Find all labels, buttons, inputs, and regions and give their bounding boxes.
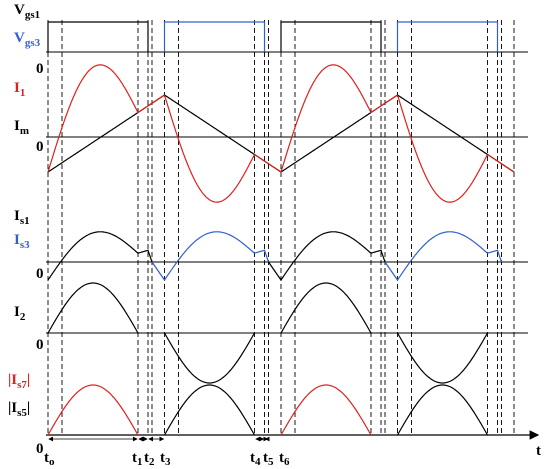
i2-wave (396, 332, 489, 384)
label-sub: s7 (17, 379, 27, 391)
time-label: t6 (279, 450, 290, 468)
label-main: V (14, 2, 25, 18)
time-sub: 1 (137, 456, 143, 468)
label-main: |I (8, 400, 17, 416)
is5-wave (163, 384, 256, 436)
i2-wave (280, 282, 372, 334)
label-main: I (14, 304, 20, 320)
time-label: t1 (132, 450, 143, 468)
signal-label: Vgs1 (14, 2, 40, 21)
signal-label: |Is7| (8, 372, 30, 391)
time-axis-label: t (536, 443, 541, 459)
time-main: t (44, 450, 49, 466)
time-sub: 4 (255, 456, 261, 468)
signal-label: Vgs3 (14, 30, 41, 49)
time-sub: 2 (149, 456, 155, 468)
signal-label: I1 (14, 80, 25, 99)
signal-label: Is3 (14, 232, 30, 251)
time-main: t (160, 450, 165, 466)
label-tail: | (27, 372, 30, 388)
signal-label: |Is5| (8, 400, 30, 419)
signal-label: Im (14, 118, 29, 137)
vgs1-pulse (47, 21, 382, 52)
label-main: |I (8, 372, 17, 388)
label-main: V (14, 30, 25, 46)
label-main: I (14, 232, 20, 248)
time-sub: 6 (284, 456, 290, 468)
zero-label: 0 (36, 61, 44, 77)
label-sub: gs3 (25, 37, 41, 49)
time-label: to (44, 450, 55, 468)
time-main: t (263, 450, 268, 466)
time-label: t2 (144, 450, 155, 468)
is1-wave (47, 231, 153, 281)
signal-label: I2 (14, 304, 26, 323)
time-sub: 3 (165, 456, 171, 468)
zero-label: 0 (36, 139, 44, 155)
time-sub: o (49, 456, 55, 468)
label-sub: 2 (20, 311, 26, 323)
i2-wave (163, 332, 256, 384)
label-sub: 1 (20, 87, 26, 99)
time-sub: 5 (268, 456, 274, 468)
time-label: t5 (263, 450, 274, 468)
zero-label: 0 (36, 441, 44, 457)
is7-wave (280, 384, 372, 436)
is3-wave (384, 231, 503, 282)
i2-wave (47, 282, 139, 334)
label-sub: s1 (20, 215, 30, 227)
label-tail: | (27, 400, 30, 416)
label-sub: m (20, 125, 29, 137)
label-sub: s3 (20, 239, 30, 251)
label-main: I (14, 80, 20, 96)
time-main: t (144, 450, 149, 466)
is3-wave (151, 231, 270, 282)
time-label: t4 (250, 450, 261, 468)
is1-wave (268, 231, 386, 282)
label-sub: gs1 (25, 9, 40, 21)
time-main: t (279, 450, 284, 466)
time-main: t (250, 450, 255, 466)
i1-wave (47, 64, 515, 203)
label-sub: s5 (17, 407, 27, 419)
signal-label: Is1 (14, 208, 30, 227)
time-label: t3 (160, 450, 171, 468)
zero-label: 0 (36, 266, 44, 282)
zero-label: 0 (36, 337, 44, 353)
vgs3-pulse (163, 21, 499, 52)
time-main: t (132, 450, 137, 466)
is5-wave (396, 384, 489, 436)
is7-wave (47, 384, 139, 436)
label-main: I (14, 208, 20, 224)
label-main: I (14, 118, 20, 134)
